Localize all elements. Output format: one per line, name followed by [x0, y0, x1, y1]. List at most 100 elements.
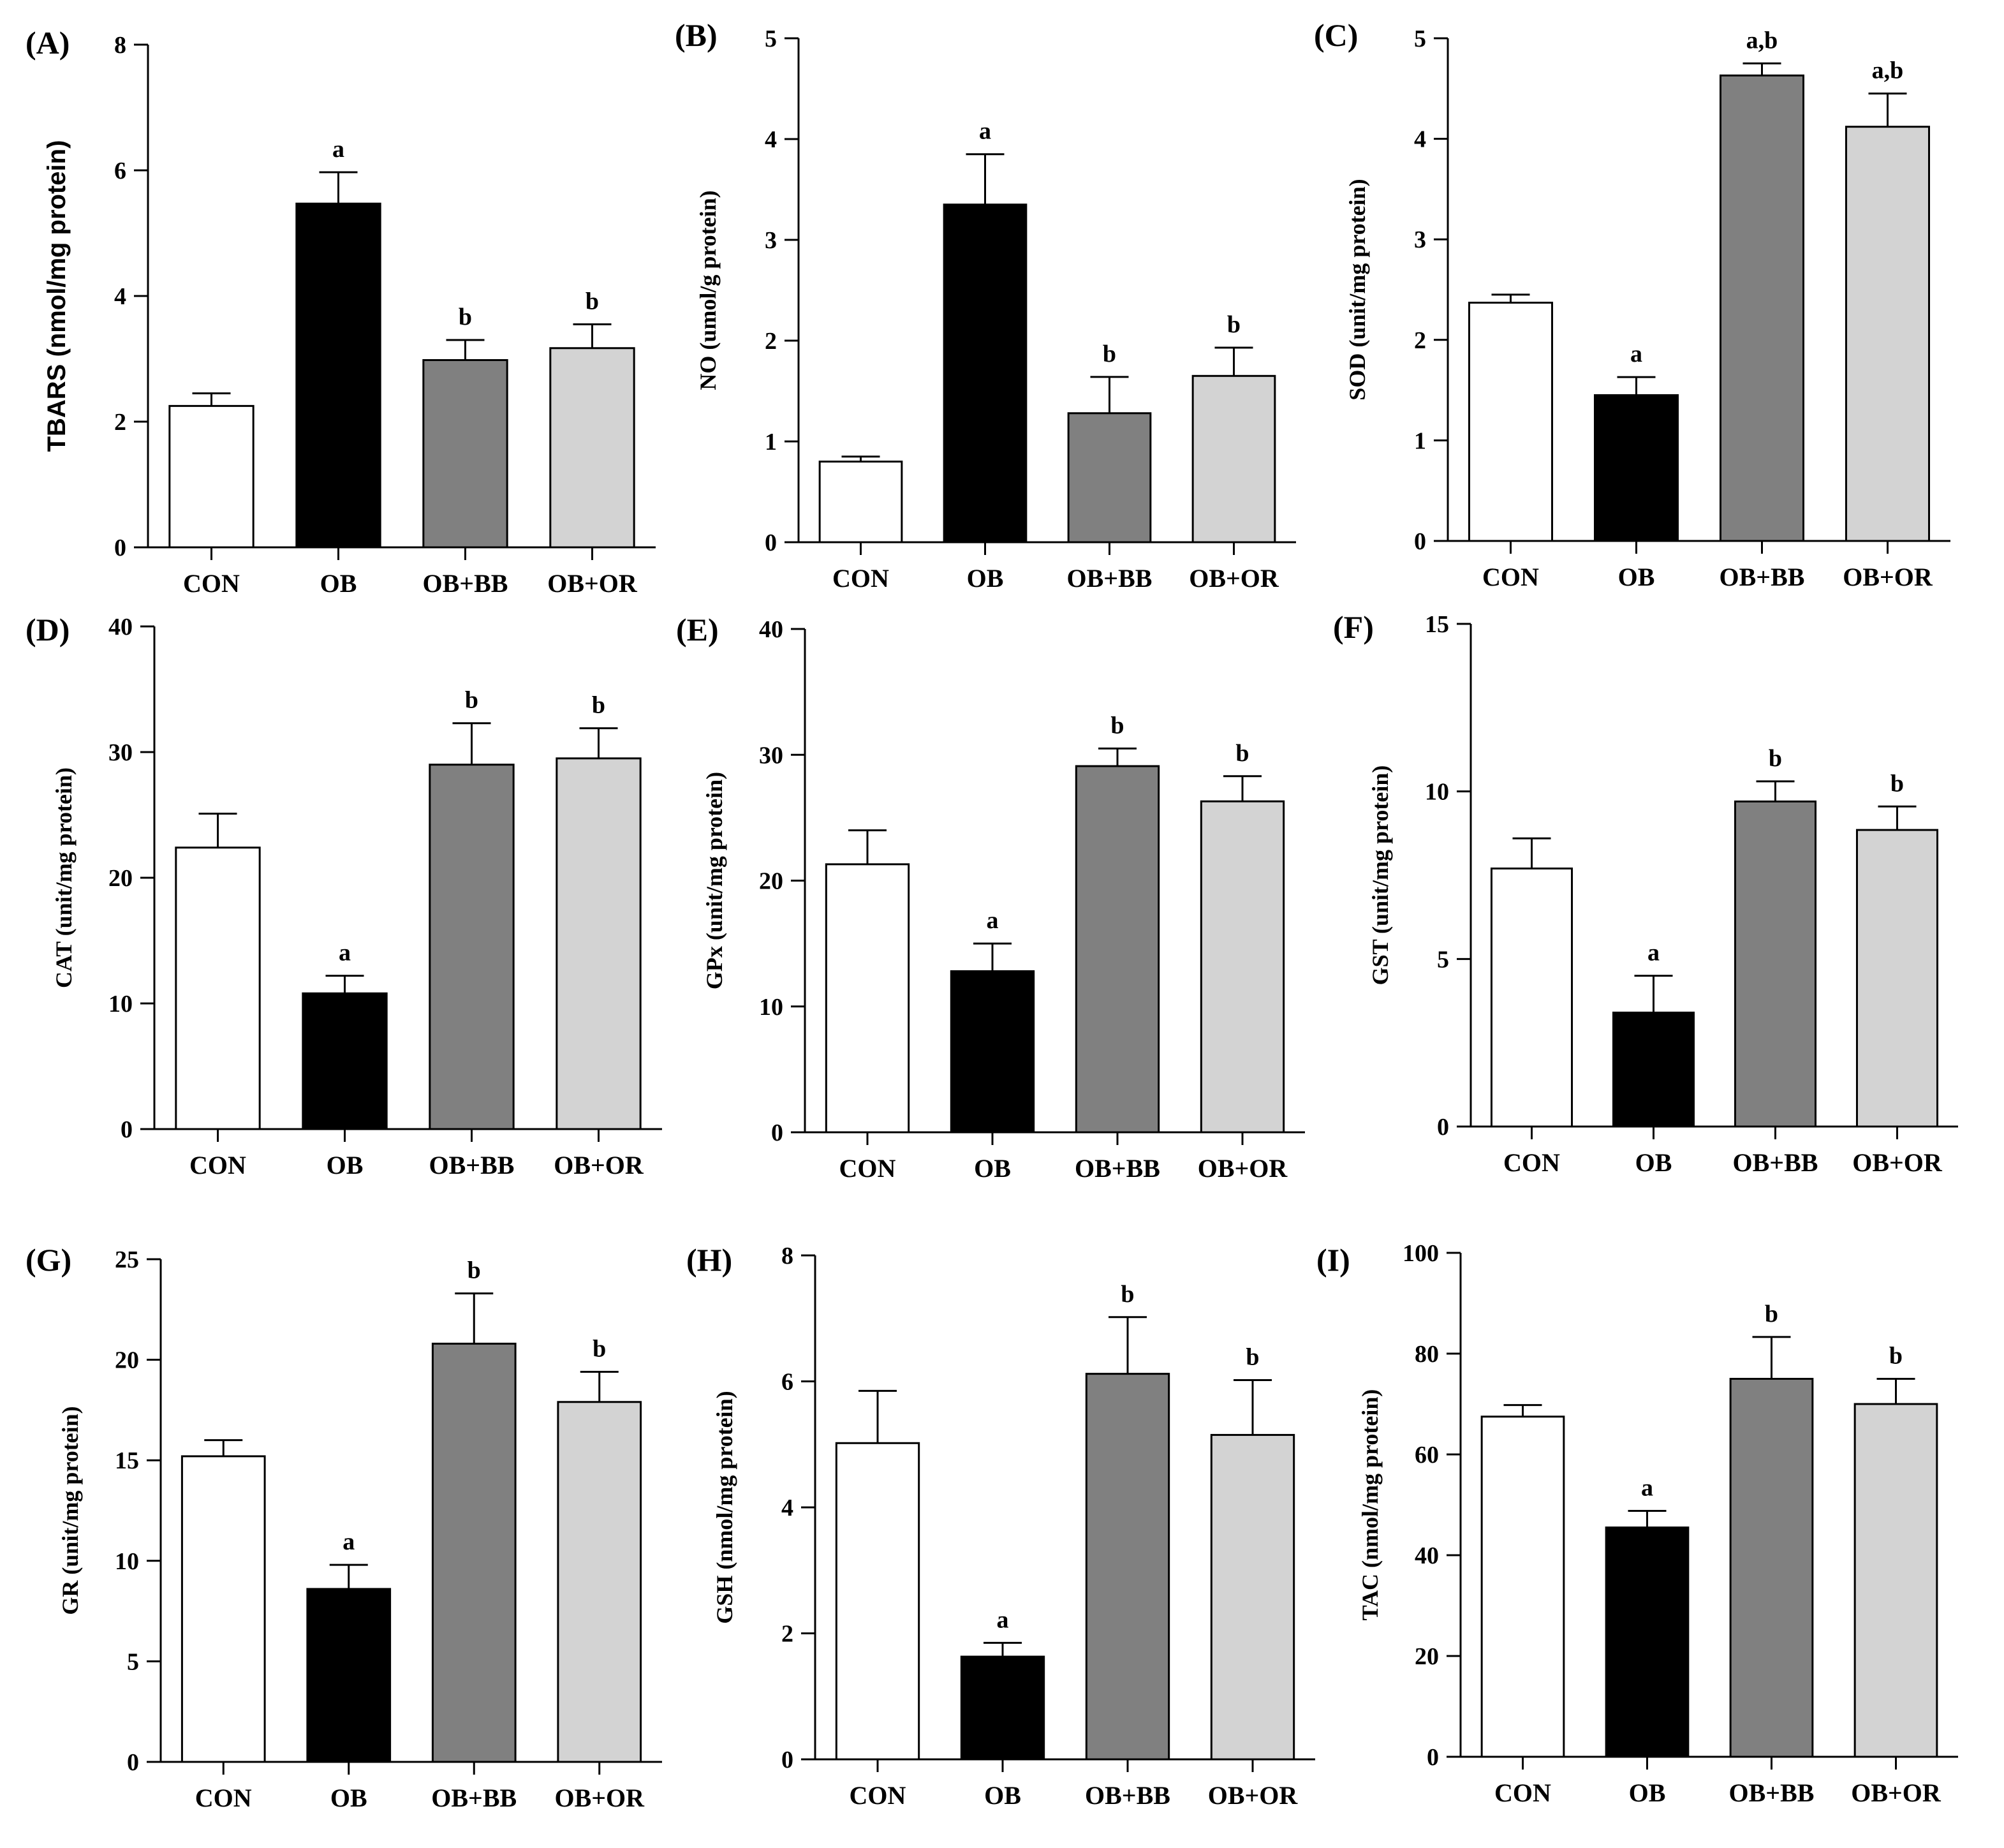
y-tick-label: 4 [1414, 126, 1426, 153]
significance-label: b [465, 687, 478, 714]
significance-label: b [1103, 341, 1116, 367]
panel-label: (C) [1314, 17, 1358, 53]
y-tick-label: 20 [759, 868, 783, 895]
significance-label: a [1641, 1474, 1653, 1501]
y-tick-label: 0 [765, 529, 777, 556]
significance-label: a [1647, 940, 1660, 966]
bar-con [1480, 1416, 1565, 1758]
y-tick-label: 40 [759, 616, 783, 643]
x-tick-label: OB+BB [1720, 563, 1805, 591]
y-tick-label: 3 [765, 227, 777, 254]
bar-ob-bb [429, 764, 515, 1130]
panel-label: (A) [26, 25, 70, 61]
x-tick-label: OB+OR [1851, 1778, 1941, 1807]
bar-ob [960, 1655, 1045, 1761]
panel-label: (E) [676, 612, 719, 647]
bar-con [825, 863, 910, 1134]
x-tick-label: OB+OR [1208, 1781, 1299, 1810]
x-tick-label: CON [1494, 1778, 1551, 1807]
significance-label: a [343, 1528, 355, 1555]
significance-label: b [468, 1257, 481, 1284]
significance-label: b [1765, 1301, 1778, 1327]
x-tick-label: OB+BB [423, 569, 508, 598]
significance-label: b [586, 288, 599, 314]
bar-ob-or [1210, 1433, 1295, 1761]
y-tick-label: 2 [1414, 327, 1426, 354]
y-tick-label: 40 [108, 614, 133, 640]
bar-ob-bb [1734, 800, 1817, 1128]
y-tick-label: 10 [759, 994, 783, 1021]
y-tick-label: 15 [1425, 611, 1449, 638]
y-axis-title: TBARS (nmol/mg protein) [43, 140, 71, 452]
bar-ob-bb [1075, 765, 1160, 1134]
x-tick-label: OB+BB [1729, 1778, 1815, 1807]
y-tick-label: 0 [127, 1749, 139, 1776]
significance-label: b [592, 692, 605, 719]
bar-ob-or [556, 757, 642, 1130]
y-tick-label: 100 [1403, 1240, 1439, 1267]
y-tick-label: 3 [1414, 226, 1426, 253]
y-tick-label: 2 [765, 328, 777, 355]
significance-label: b [1121, 1281, 1134, 1308]
y-tick-label: 10 [1425, 779, 1449, 806]
significance-label: a [997, 1606, 1009, 1633]
panel-label: (H) [686, 1242, 732, 1278]
bar-ob [1605, 1526, 1690, 1758]
y-tick-label: 6 [781, 1369, 793, 1396]
bar-con [1468, 301, 1554, 542]
bar-ob-bb [1085, 1373, 1170, 1761]
y-tick-label: 0 [121, 1116, 133, 1143]
bar-ob-or [1845, 126, 1931, 542]
x-tick-label: OB [1635, 1148, 1672, 1177]
x-tick-label: OB+OR [554, 1784, 645, 1812]
bar-ob [1593, 394, 1679, 542]
significance-label: a [979, 118, 991, 145]
panel-label: (F) [1333, 609, 1374, 645]
x-tick-label: OB [1629, 1778, 1666, 1807]
y-tick-label: 5 [127, 1648, 139, 1675]
x-tick-label: OB [327, 1151, 364, 1179]
y-tick-label: 1 [1414, 427, 1426, 454]
bar-ob [306, 1588, 392, 1763]
x-tick-label: CON [850, 1781, 906, 1810]
y-tick-label: 20 [1415, 1643, 1439, 1670]
y-tick-label: 8 [114, 32, 126, 59]
y-tick-label: 2 [114, 409, 126, 436]
x-tick-label: OB+OR [1189, 564, 1279, 593]
y-axis-title: CAT (unit/mg protein) [51, 767, 77, 988]
significance-label: a [1630, 341, 1642, 367]
y-tick-label: 0 [1427, 1744, 1439, 1771]
bar-ob-bb [1067, 412, 1152, 543]
x-tick-label: CON [183, 569, 240, 598]
x-tick-label: OB+OR [1198, 1154, 1288, 1183]
y-tick-label: 15 [115, 1447, 139, 1474]
significance-label: b [1889, 1343, 1903, 1370]
x-tick-label: OB+BB [431, 1784, 517, 1812]
x-tick-label: OB+BB [1075, 1154, 1160, 1183]
y-tick-label: 30 [759, 742, 783, 769]
bar-ob [302, 992, 388, 1130]
y-tick-label: 6 [114, 158, 126, 184]
x-tick-label: CON [1503, 1148, 1560, 1177]
chart-panel-9: (I) 0 20 40 60 80 100 TAC (nmol/mg protein) CON O… [1316, 1240, 1958, 1807]
y-axis-title: GSH (nmol/mg protein) [712, 1391, 737, 1623]
x-tick-label: OB+BB [1085, 1781, 1170, 1810]
significance-label: b [593, 1336, 606, 1363]
x-tick-label: OB+OR [547, 569, 638, 598]
bar-ob-or [1200, 800, 1285, 1134]
x-tick-label: OB+BB [1067, 564, 1153, 593]
bar-con [168, 404, 254, 549]
bar-ob-or [1853, 1403, 1938, 1758]
bar-ob-bb [431, 1342, 517, 1763]
y-tick-label: 10 [115, 1548, 139, 1575]
y-tick-label: 5 [1437, 946, 1449, 973]
y-tick-label: 0 [781, 1747, 793, 1773]
y-tick-label: 40 [1415, 1542, 1439, 1569]
y-axis-title: NO (umol/g protein) [695, 190, 721, 390]
y-tick-label: 25 [115, 1246, 139, 1273]
y-tick-label: 5 [765, 26, 777, 52]
bar-ob [950, 970, 1035, 1134]
bar-ob-bb [1719, 74, 1805, 542]
y-tick-label: 20 [115, 1347, 139, 1374]
y-tick-label: 0 [1414, 528, 1426, 555]
